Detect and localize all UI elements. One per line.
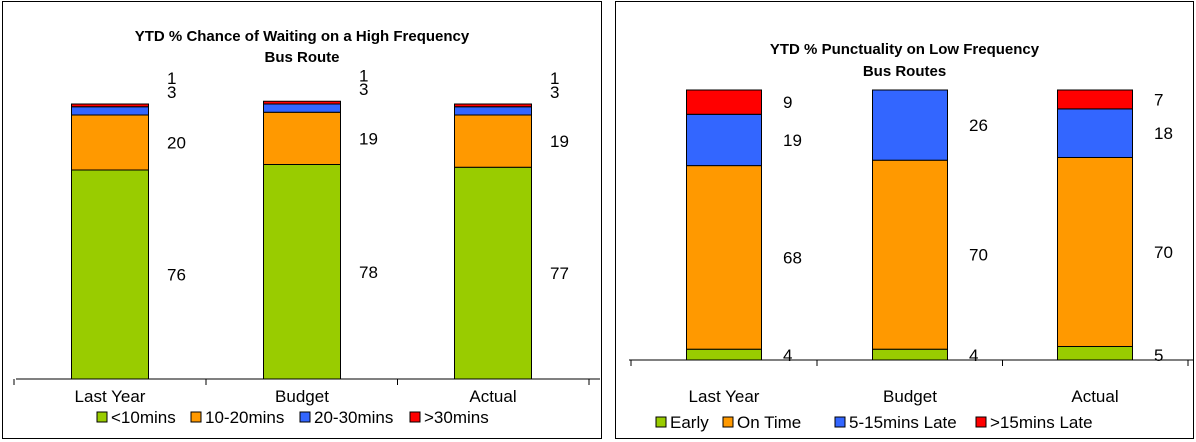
hf-data-label-budget-10mins: 78 bbox=[359, 263, 378, 282]
lf-bar-actual-5-15mins-late bbox=[1057, 108, 1133, 158]
lf-bar-last-year-15mins-late bbox=[686, 89, 762, 115]
hf-bar-actual-20-30mins bbox=[454, 106, 532, 116]
hf-bar-budget-20-30mins bbox=[263, 103, 341, 113]
hf-category-label-last-year: Last Year bbox=[75, 387, 146, 406]
lf-bar-last-year-early bbox=[686, 348, 762, 361]
hf-data-label-budget-10-20mins: 19 bbox=[359, 129, 378, 148]
hf-legend-swatch-30mins bbox=[409, 411, 421, 423]
lf-legend-swatch-15mins-late bbox=[975, 416, 987, 428]
lf-data-label-budget-5-15mins-late: 26 bbox=[969, 116, 988, 135]
lf-category-label-actual: Actual bbox=[1071, 387, 1118, 406]
hf-bar-actual-10mins bbox=[454, 166, 532, 380]
lf-bar-actual-on-time bbox=[1057, 157, 1133, 347]
lf-legend-swatch-on-time bbox=[722, 416, 734, 428]
lf-data-label-budget-on-time: 70 bbox=[969, 246, 988, 265]
lf-bar-budget-5-15mins-late bbox=[872, 89, 948, 161]
hf-bar-last-year-30mins bbox=[71, 103, 149, 108]
hf-data-label-last-year-20-30mins: 3 bbox=[167, 83, 176, 102]
hf-data-label-budget-20-30mins: 3 bbox=[359, 80, 368, 99]
low-frequency-chart-panel: YTD % Punctuality on Low Frequency Bus Ro… bbox=[615, 1, 1194, 439]
lf-bar-budget-early bbox=[872, 348, 948, 361]
hf-data-label-last-year-10mins: 76 bbox=[167, 266, 186, 285]
lf-legend-swatch-5-15mins-late bbox=[834, 416, 846, 428]
lf-bar-actual-15mins-late bbox=[1057, 89, 1133, 110]
lf-category-label-budget: Budget bbox=[883, 387, 937, 406]
hf-legend-label-20-30mins: 20-30mins bbox=[314, 408, 393, 427]
lf-bar-last-year-5-15mins-late bbox=[686, 113, 762, 167]
lf-chart-title-line-2: Bus Routes bbox=[863, 63, 946, 80]
hf-category-label-actual: Actual bbox=[469, 387, 516, 406]
hf-bar-actual-30mins bbox=[454, 103, 532, 108]
lf-legend-label-5-15mins-late: 5-15mins Late bbox=[849, 413, 957, 432]
high-frequency-chart: YTD % Chance of Waiting on a High Freque… bbox=[13, 28, 600, 427]
hf-data-label-last-year-10-20mins: 20 bbox=[167, 134, 186, 153]
hf-chart-title-line-2: Bus Route bbox=[265, 49, 340, 66]
hf-legend-label-30mins: >30mins bbox=[424, 408, 489, 427]
hf-legend-swatch-10-20mins bbox=[190, 411, 202, 423]
hf-data-label-actual-30mins: 1 bbox=[550, 69, 559, 88]
hf-data-label-actual-10-20mins: 19 bbox=[550, 132, 569, 151]
hf-chart-title-line-1: YTD % Chance of Waiting on a High Freque… bbox=[135, 28, 470, 45]
lf-data-label-actual-early: 5 bbox=[1154, 346, 1163, 365]
lf-data-label-last-year-early: 4 bbox=[783, 346, 792, 365]
lf-legend-label-15mins-late: >15mins Late bbox=[990, 413, 1093, 432]
lf-data-label-actual-on-time: 70 bbox=[1154, 243, 1173, 262]
hf-data-label-budget-30mins: 1 bbox=[359, 66, 368, 85]
lf-bar-budget-on-time bbox=[872, 159, 948, 350]
lf-data-label-actual-5-15mins-late: 18 bbox=[1154, 124, 1173, 143]
lf-legend-swatch-early bbox=[655, 416, 667, 428]
hf-bar-actual-10-20mins bbox=[454, 114, 532, 168]
hf-bar-budget-10mins bbox=[263, 164, 341, 380]
hf-bar-last-year-10-20mins bbox=[71, 114, 149, 171]
lf-chart-title-line-1: YTD % Punctuality on Low Frequency bbox=[770, 41, 1040, 58]
lf-data-label-last-year-5-15mins-late: 19 bbox=[783, 131, 802, 150]
hf-legend-swatch-20-30mins bbox=[299, 411, 311, 423]
hf-data-label-last-year-30mins: 1 bbox=[167, 69, 176, 88]
hf-bar-last-year-20-30mins bbox=[71, 106, 149, 116]
lf-bar-last-year-on-time bbox=[686, 165, 762, 350]
lf-data-label-last-year-15mins-late: 9 bbox=[783, 93, 792, 112]
lf-data-label-last-year-on-time: 68 bbox=[783, 248, 802, 267]
hf-legend-swatch-10mins bbox=[96, 411, 108, 423]
hf-legend-label-10-20mins: 10-20mins bbox=[205, 408, 284, 427]
hf-category-label-budget: Budget bbox=[275, 387, 329, 406]
lf-bar-actual-early bbox=[1057, 346, 1133, 361]
hf-data-label-actual-10mins: 77 bbox=[550, 264, 569, 283]
lf-category-label-last-year: Last Year bbox=[689, 387, 760, 406]
lf-data-label-actual-15mins-late: 7 bbox=[1154, 90, 1163, 109]
hf-bar-last-year-10mins bbox=[71, 169, 149, 380]
high-frequency-chart-panel: YTD % Chance of Waiting on a High Freque… bbox=[2, 1, 602, 439]
lf-legend-label-on-time: On Time bbox=[737, 413, 801, 432]
lf-legend-label-early: Early bbox=[670, 413, 709, 432]
hf-legend-label-10mins: <10mins bbox=[111, 408, 176, 427]
hf-bar-budget-10-20mins bbox=[263, 111, 341, 165]
lf-data-label-budget-early: 4 bbox=[969, 346, 978, 365]
low-frequency-chart: YTD % Punctuality on Low Frequency Bus Ro… bbox=[629, 41, 1193, 432]
hf-data-label-actual-20-30mins: 3 bbox=[550, 83, 559, 102]
hf-bar-budget-30mins bbox=[263, 100, 341, 105]
